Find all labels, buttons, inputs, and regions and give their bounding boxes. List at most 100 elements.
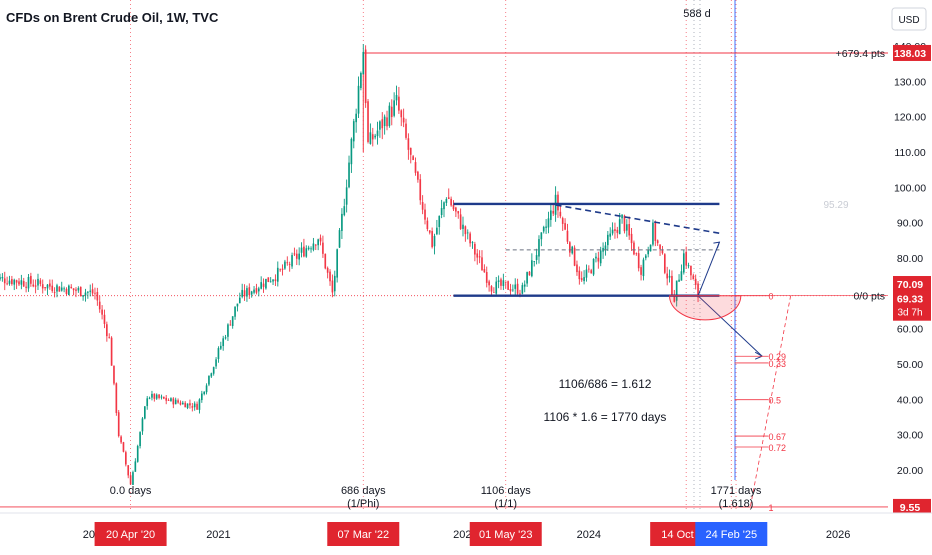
candle-body — [552, 210, 555, 214]
candle-body — [155, 394, 158, 399]
candle-body — [481, 257, 483, 271]
candle-body — [455, 207, 457, 212]
down-arrow-line — [697, 295, 763, 357]
candle-body — [241, 289, 244, 297]
candle-body — [291, 255, 293, 267]
candle-body — [231, 316, 234, 326]
candle-body — [115, 383, 118, 413]
candle-body — [692, 275, 695, 280]
candle-body — [215, 359, 217, 367]
candle-body — [663, 254, 666, 273]
y-tick-label: 110.00 — [894, 147, 925, 159]
candle-body — [333, 275, 336, 292]
candle-body — [471, 242, 474, 244]
candle-body — [136, 446, 139, 462]
candle-body — [103, 314, 106, 324]
candle-body — [379, 121, 381, 130]
candle-body — [162, 396, 165, 399]
candle-body — [307, 247, 310, 250]
candle-body — [269, 281, 272, 283]
candle-body — [450, 198, 452, 206]
candle-body — [569, 242, 571, 253]
bars-count-label: 588 d — [683, 8, 711, 20]
candle-body — [193, 403, 196, 408]
currency-button[interactable] — [891, 7, 927, 31]
candle-body — [18, 281, 20, 285]
candle-body — [578, 270, 581, 280]
candle-body — [606, 234, 609, 246]
candle-body — [621, 214, 623, 219]
candle-body — [682, 253, 685, 273]
up-arrow-line — [697, 241, 720, 296]
candle-body — [189, 403, 191, 406]
candle-body — [94, 292, 96, 294]
candle-body — [386, 117, 388, 127]
candle-body — [0, 277, 1, 280]
candle-body — [642, 259, 645, 277]
candle-body — [585, 269, 588, 278]
candle-body — [497, 280, 500, 282]
candle-body — [421, 202, 424, 210]
candle-body — [438, 215, 441, 228]
candle-body — [633, 242, 635, 255]
candle-body — [184, 402, 187, 408]
candle-body — [443, 202, 445, 210]
candle-body — [276, 267, 279, 282]
candle-body — [388, 105, 391, 126]
price-label-upper: 70.09 — [897, 279, 923, 291]
candle-body — [141, 418, 144, 432]
candle-body — [640, 267, 642, 275]
candle-body — [41, 284, 44, 289]
range-label: +679.4 pts — [836, 48, 885, 60]
annotation-projection: 1106 * 1.6 = 1770 days — [544, 410, 667, 424]
candle-body — [284, 261, 286, 269]
candle-body — [174, 399, 177, 405]
candle-body — [310, 248, 312, 250]
date-label-bg — [94, 522, 167, 546]
candle-body — [424, 209, 426, 220]
fib-level-label: 1 — [769, 503, 774, 513]
candle-body — [445, 199, 448, 203]
price-axis[interactable] — [888, 0, 932, 550]
candle-body — [409, 147, 412, 155]
candle-body — [68, 285, 70, 296]
candle-body — [609, 233, 612, 237]
candle-body — [15, 280, 18, 283]
candle-body — [405, 123, 407, 138]
candle-body — [51, 285, 54, 292]
candle-body — [255, 288, 258, 293]
candle-body — [535, 255, 538, 260]
candle-body — [298, 253, 300, 260]
candle-body — [407, 138, 410, 150]
candle-body — [687, 265, 690, 267]
candle-body — [528, 271, 531, 276]
fib-level-label: 0.29 — [769, 352, 787, 362]
candle-body — [490, 286, 493, 292]
candle-body — [469, 233, 471, 244]
candle-body — [590, 270, 593, 274]
fib-level-label: 0 — [769, 292, 774, 302]
candle-body — [338, 230, 341, 248]
candle-body — [618, 219, 621, 235]
currency-label[interactable]: USD — [898, 15, 919, 26]
candle-body — [654, 222, 657, 241]
candle-body — [616, 229, 619, 233]
candle-body — [417, 171, 419, 180]
candle-body — [96, 291, 99, 301]
candle-body — [390, 106, 393, 118]
candle-body — [91, 289, 94, 294]
candle-body — [580, 278, 583, 281]
candle-body — [293, 253, 296, 255]
candle-body — [402, 117, 405, 123]
candle-body — [412, 156, 414, 161]
candle-body — [153, 393, 156, 399]
candle-body — [547, 218, 550, 228]
candle-body — [476, 253, 479, 258]
candle-body — [108, 336, 111, 338]
candle-body — [60, 287, 63, 291]
y-tick-label: 50.00 — [897, 359, 923, 371]
candle-body — [151, 393, 153, 398]
candle-body — [493, 291, 495, 293]
